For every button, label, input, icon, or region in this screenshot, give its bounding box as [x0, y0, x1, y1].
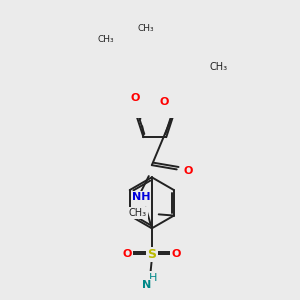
Text: O: O [131, 93, 140, 103]
Text: O: O [171, 249, 181, 260]
Text: CH₃: CH₃ [128, 208, 147, 218]
Text: NH: NH [132, 192, 150, 202]
Text: S: S [147, 248, 156, 261]
Text: CH₃: CH₃ [210, 62, 228, 72]
Text: CH₃: CH₃ [138, 24, 154, 33]
Text: O: O [184, 166, 193, 176]
Text: O: O [123, 249, 132, 260]
Text: O: O [160, 97, 169, 107]
Text: N: N [142, 280, 152, 290]
Text: CH₃: CH₃ [97, 35, 114, 44]
Text: H: H [149, 272, 157, 283]
